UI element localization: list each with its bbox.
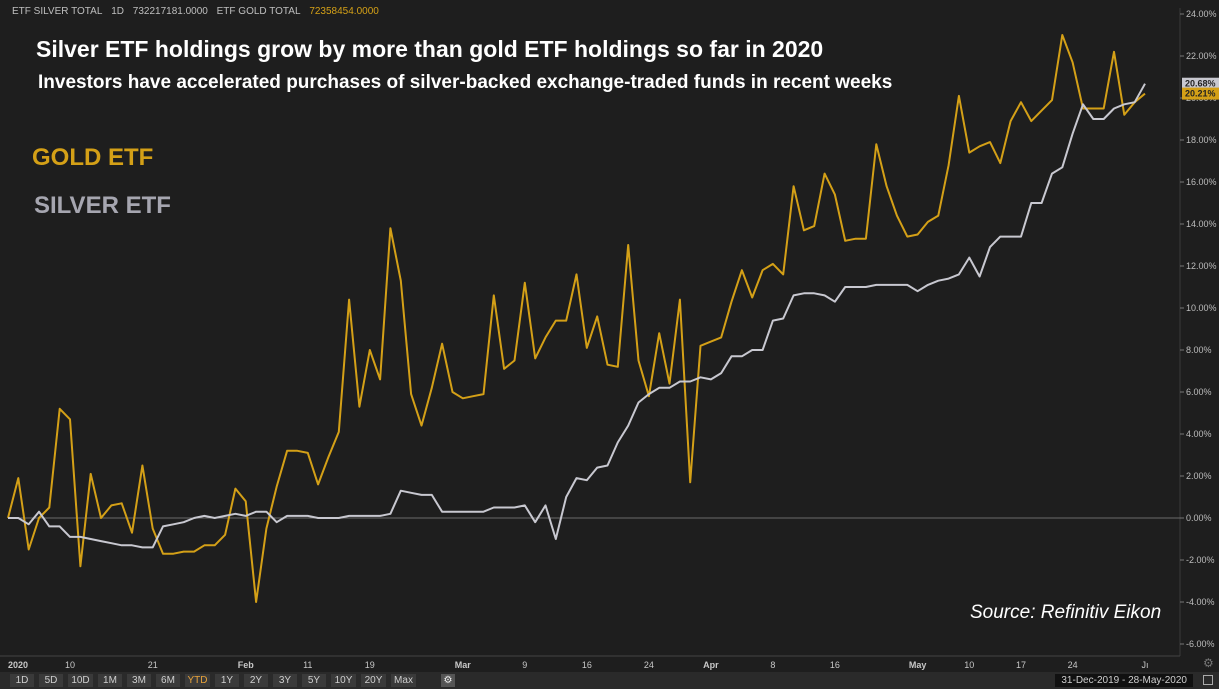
x-tick-label: 24 [1068,660,1078,670]
y-tick-label: 0.00% [1186,513,1212,523]
range-button-max[interactable]: Max [391,674,416,687]
y-tick-label: 12.00% [1186,261,1217,271]
date-range[interactable]: 31-Dec-2019 - 28-May-2020 [1055,674,1193,687]
y-tick-label: 8.00% [1186,345,1212,355]
range-button-1m[interactable]: 1M [98,674,122,687]
x-tick-label: 11 [303,660,312,670]
range-toolbar: ⚙ 31-Dec-2019 - 28-May-2020 1D 5D 10D 1M 3M 6… [0,672,1219,689]
gold-etf-line [7,34,1146,603]
chart-subtitle: Investors have accelerated purchases of … [38,72,893,93]
range-button-5d[interactable]: 5D [39,674,63,687]
x-tick-label: 19 [365,660,375,670]
gold-series-label: ETF GOLD TOTAL [216,6,301,17]
y-tick-label: 10.00% [1186,303,1217,313]
x-tick-label: 21 [148,660,158,670]
x-tick-label: 24 [644,660,654,670]
range-button-3y[interactable]: 3Y [273,674,297,687]
source-note: Source: Refinitiv Eikon [970,602,1162,623]
range-button-1y[interactable]: 1Y [215,674,239,687]
chart-title: Silver ETF holdings grow by more than go… [36,36,824,62]
range-button-6m[interactable]: 6M [156,674,180,687]
silver-series-value: 732217181.0000 [132,6,208,17]
y-tick-label: -2.00% [1186,555,1215,565]
settings-icon[interactable]: ⚙ [1203,656,1214,670]
y-tick-label: 14.00% [1186,219,1217,229]
y-tick-label: 4.00% [1186,429,1212,439]
range-button-1d[interactable]: 1D [10,674,34,687]
interval-label: 1D [111,6,124,17]
y-tick-label: 18.00% [1186,135,1217,145]
y-tick-label: -4.00% [1186,597,1215,607]
silver-etf-line [8,83,1146,549]
range-button-2y[interactable]: 2Y [244,674,268,687]
y-tick-label: 24.00% [1186,9,1217,19]
calendar-icon[interactable] [1203,675,1213,685]
y-tick-label: 16.00% [1186,177,1217,187]
gear-icon[interactable]: ⚙ [441,674,455,687]
y-tick-label: 22.00% [1186,51,1217,61]
legend-silver-etf: SILVER ETF [34,192,171,219]
gold-series-value: 72358454.0000 [309,6,379,17]
y-tick-label: -6.00% [1186,639,1215,649]
x-tick-label: Jı [1141,660,1148,670]
line-chart: 24.00%22.00%20.00%18.00%16.00%14.00%12.0… [0,8,1219,670]
gold-last-value-badge [1182,87,1219,100]
silver-last-value-badge [1182,77,1219,90]
gold-last-value-badge-text: 20.21% [1185,89,1216,99]
x-tick-label: May [909,660,927,670]
x-tick-label: Mar [455,660,472,670]
x-tick-label: 16 [582,660,592,670]
x-tick-label: Apr [703,660,719,670]
x-tick-label: 10 [65,660,75,670]
legend-gold-etf: GOLD ETF [32,144,154,171]
x-tick-label: 8 [770,660,775,670]
range-button-3m[interactable]: 3M [127,674,151,687]
plot-area: 24.00%22.00%20.00%18.00%16.00%14.00%12.0… [0,8,1219,670]
silver-last-value-badge-text: 20.68% [1185,79,1216,89]
chart-header: ETF SILVER TOTAL 1D 732217181.0000 ETF G… [0,0,1192,24]
range-button-ytd[interactable]: YTD [185,674,210,687]
y-tick-label: 6.00% [1186,387,1212,397]
range-button-20y[interactable]: 20Y [361,674,386,687]
x-tick-label: 9 [522,660,527,670]
range-button-5y[interactable]: 5Y [302,674,326,687]
x-tick-label: 16 [830,660,840,670]
range-button-10d[interactable]: 10D [68,674,93,687]
silver-series-label: ETF SILVER TOTAL [12,6,103,17]
y-tick-label: 2.00% [1186,471,1212,481]
x-tick-label: 2020 [8,660,28,670]
x-tick-label: 10 [964,660,974,670]
range-button-10y[interactable]: 10Y [331,674,356,687]
x-tick-label: 17 [1016,660,1026,670]
x-tick-label: Feb [238,660,255,670]
